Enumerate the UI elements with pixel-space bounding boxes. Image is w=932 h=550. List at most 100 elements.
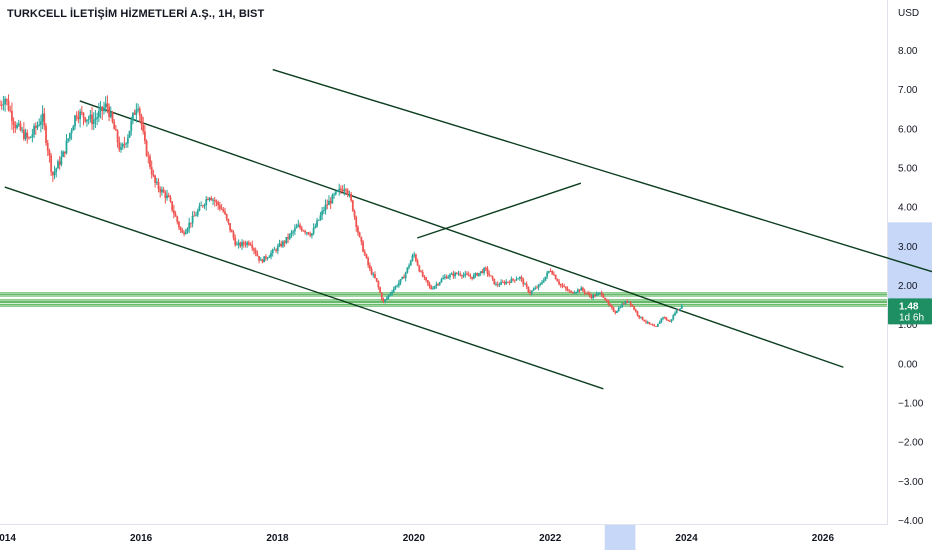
candle-body xyxy=(67,138,70,141)
candle-body xyxy=(416,260,419,266)
candle-body xyxy=(227,218,230,224)
trendline xyxy=(272,68,932,273)
candle-body xyxy=(384,299,387,302)
candle-body xyxy=(118,142,121,150)
candle-body xyxy=(481,271,484,273)
candle-body xyxy=(680,305,683,309)
candle-body xyxy=(534,287,537,290)
candle-body xyxy=(264,256,267,259)
candle-body xyxy=(292,231,295,233)
candle-body xyxy=(210,198,213,201)
candle-body xyxy=(150,166,153,175)
candle-body xyxy=(518,276,521,279)
candle-body xyxy=(612,307,615,312)
candle-body xyxy=(195,215,197,217)
candle-body xyxy=(450,273,453,275)
candle-body xyxy=(167,195,170,198)
candle-body xyxy=(305,232,308,234)
candle-body xyxy=(489,275,492,277)
candle-body xyxy=(48,150,51,156)
candle-body xyxy=(176,216,179,222)
candle-body xyxy=(157,181,160,189)
candle-body xyxy=(246,242,249,246)
candle-body xyxy=(437,284,439,285)
candle-body xyxy=(154,175,157,183)
candle-body xyxy=(295,226,298,229)
candle-body xyxy=(7,100,10,111)
candle-body xyxy=(493,278,496,285)
candle-body xyxy=(593,295,596,297)
candle-body xyxy=(166,195,168,199)
candle-body xyxy=(329,200,332,204)
candle-body xyxy=(62,151,64,157)
candle-body xyxy=(524,283,526,285)
candle-body xyxy=(253,248,255,251)
candle-body xyxy=(351,200,354,211)
candle-body xyxy=(380,292,383,300)
candle-body xyxy=(72,126,75,131)
candle-body xyxy=(597,293,600,294)
candle-body xyxy=(33,125,35,135)
candle-body xyxy=(258,256,260,261)
candle-body xyxy=(386,297,388,300)
candle-body xyxy=(374,274,376,279)
candle-body xyxy=(287,237,289,239)
candle-body xyxy=(413,254,416,256)
candle-body xyxy=(585,292,588,294)
candle-body xyxy=(142,124,145,132)
candle-body xyxy=(657,323,659,327)
candle-body xyxy=(508,281,511,283)
candle-body xyxy=(103,107,105,111)
candle-body xyxy=(145,140,148,156)
candle-body xyxy=(236,244,238,246)
candle-body xyxy=(433,286,436,289)
candle-body xyxy=(505,281,508,284)
candle-body xyxy=(605,300,608,301)
candle-body xyxy=(293,228,296,232)
candle-body xyxy=(442,277,445,280)
y-tick-label: −2.00 xyxy=(898,438,924,449)
candle-body xyxy=(321,210,324,216)
candle-body xyxy=(576,289,579,293)
candle-body xyxy=(636,311,639,316)
candle-body xyxy=(455,272,458,274)
candle-body xyxy=(179,227,182,231)
candle-body xyxy=(609,304,612,306)
candle-body xyxy=(91,114,93,125)
candle-body xyxy=(16,124,18,129)
candle-body xyxy=(500,281,503,285)
candle-body xyxy=(420,271,422,273)
candle-body xyxy=(556,279,559,282)
candle-body xyxy=(203,204,206,207)
candle-body xyxy=(164,192,167,199)
candle-body xyxy=(350,193,353,201)
candle-body xyxy=(87,118,90,120)
candle-body xyxy=(46,142,49,151)
candle-body xyxy=(63,151,66,154)
candle-body xyxy=(363,251,366,255)
candle-body xyxy=(375,278,378,282)
candle-body xyxy=(478,273,480,276)
candle-body xyxy=(536,287,538,289)
candle-body xyxy=(183,232,185,235)
candle-body xyxy=(616,310,618,313)
candle-body xyxy=(568,290,571,292)
candle-body xyxy=(658,322,661,324)
candle-body xyxy=(319,215,322,220)
candle-body xyxy=(0,104,3,106)
candle-body xyxy=(101,106,104,111)
x-tick-label: 2026 xyxy=(812,533,835,544)
candle-body xyxy=(19,123,22,131)
candle-body xyxy=(116,130,119,143)
candle-body xyxy=(566,288,569,291)
candle-body xyxy=(663,317,666,318)
candle-body xyxy=(578,289,581,291)
candle-body xyxy=(21,129,24,131)
candle-body xyxy=(77,117,80,120)
candle-body xyxy=(133,112,136,115)
candle-body xyxy=(397,282,400,286)
candle-body xyxy=(403,276,405,279)
candle-body xyxy=(595,293,598,297)
